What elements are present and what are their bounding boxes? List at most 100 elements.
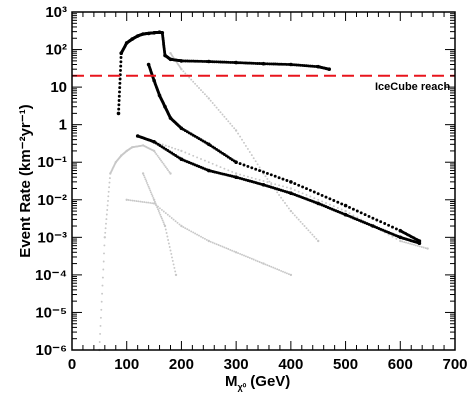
series-8-trace-dot [282,185,284,188]
series-8-trace-dot [200,158,202,160]
x-axis-label: Mχ⁰ (GeV) [225,373,290,392]
series-1-trace-dot [189,59,193,63]
series-6-trace-dot [229,248,232,251]
series-6-trace-dot [149,201,152,204]
series-5-trace-dot [264,175,267,178]
series-6-trace-dot [182,226,185,229]
series-1-point [116,111,121,116]
series-2-trace-dot [301,185,305,189]
series-7-trace-dot [163,223,166,226]
series-8-trace-dot [418,245,421,248]
series-1-trace-dot [117,94,121,98]
series-8-trace-dot [161,143,164,146]
y-tick-label: 10⁻⁶ [35,342,67,359]
series-7-trace-dot [151,195,154,197]
series-7-trace-dot [165,232,168,234]
series-5-trace-dot [221,113,224,116]
x-tick-label: 200 [169,356,194,373]
series-1-trace-dot [119,68,122,72]
series-4-trace-dot [99,332,102,335]
series-6-trace-dot [211,241,214,244]
series-4-trace-dot [167,169,170,172]
series-8-trace-dot [164,144,167,147]
series-6-trace-dot [170,217,173,219]
series-5-trace-dot [239,135,242,138]
series-6-trace-dot [264,263,267,266]
series-5-trace-dot [217,108,220,111]
x-axis-label-unit: (GeV) [250,373,290,390]
series-2-trace-dot [273,174,277,178]
series-6-trace-dot [284,271,286,274]
series-8-point [289,187,293,190]
series-2-trace-dot [383,222,387,225]
series-6-trace-dot [201,236,204,239]
series-6-trace-dot [160,208,163,211]
series-1-trace-dot [197,59,201,63]
series-5-trace-dot [233,127,236,130]
series-8-trace-dot [171,146,173,149]
series-5-trace-dot [215,106,218,109]
series-5-trace-dot [225,118,228,120]
series-7-trace-dot [174,270,177,273]
series-5-trace-dot [203,93,206,96]
series-8-trace-dot [340,208,343,211]
series-1-trace-dot [117,107,121,111]
series-6-trace-dot [243,254,245,257]
series-6-trace-dot [280,269,283,272]
series-8-trace-dot [313,197,316,200]
series-1-trace-dot [119,64,123,68]
series-7-trace-dot [172,263,175,266]
series-5-trace-dot [285,204,288,207]
series-8-trace-dot [239,173,242,176]
series-6-trace-dot [184,227,187,230]
series-6-trace-dot [256,260,259,263]
series-1-trace-dot [119,60,123,64]
series-2-trace-dot [312,190,316,194]
series-6-trace-dot [129,199,132,202]
series-7-trace-dot [168,246,171,248]
series-5-trace-dot [211,102,214,104]
series-4-point [152,149,156,153]
series-6-trace-dot [188,229,191,232]
series-1-trace-dot [201,59,205,63]
series-2-trace-dot [246,164,250,168]
series-8-trace-dot [424,247,427,250]
series-6-trace-dot [166,213,169,216]
series-7-point [141,172,145,175]
series-4-trace-dot [108,186,111,189]
axis-layer: 0 100 200 300 400 500 600 700 10⁻⁶ 10⁻⁵ 10⁻⁴ 10⁻³ 10… [35,4,467,373]
series-6-trace-dot [143,201,146,204]
series-4-trace-dot [100,308,103,311]
series-8-trace-dot [192,154,195,157]
series-2-trace-dot [355,209,359,213]
series-6-trace-dot [174,220,177,223]
series-2-trace-dot [363,213,367,217]
series-6-gray [125,198,293,277]
series-7-trace-dot [147,185,150,188]
series-6-trace-dot [209,240,212,243]
series-8-trace-dot [211,162,214,165]
series-8-trace-dot [285,186,288,189]
series-4-point [103,236,107,239]
series-1-trace-dot [118,77,122,81]
series-6-trace-dot [252,258,255,261]
series-6-trace-dot [147,201,150,204]
series-5-trace-dot [196,84,199,87]
x-tick-label: 700 [442,356,467,373]
series-2-trace-dot [359,211,363,215]
series-6-trace-dot [151,202,154,205]
series-7-trace-dot [171,259,174,262]
series-5-trace-dot [250,154,253,157]
series-6-trace-dot [258,261,261,263]
series-6-trace-dot [244,255,247,258]
series-5-point [317,239,320,243]
series-7-trace-dot [145,180,148,182]
series-7-trace-dot [166,235,169,238]
series-2-trace-dot [254,167,258,171]
series-4-trace-dot [107,195,110,198]
series-8-trace-dot [231,170,234,173]
series-7-trace-dot [171,256,173,259]
series-1-trace-dot [117,103,121,107]
series-4-trace-dot [103,252,105,255]
series-2-trace-dot [391,225,394,229]
